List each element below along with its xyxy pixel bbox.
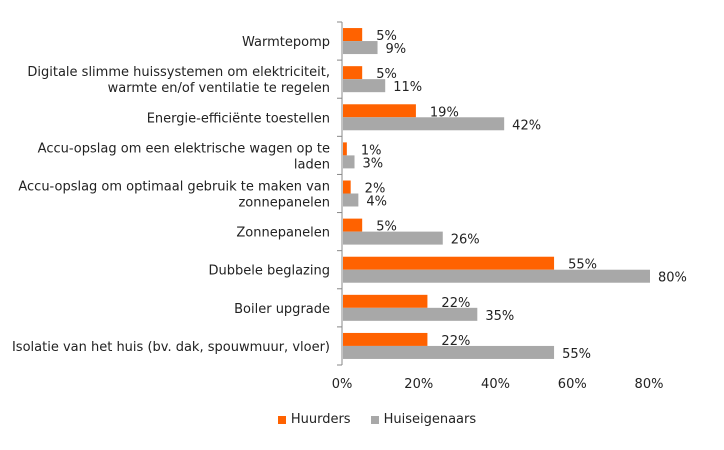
bar-huiseigenaars	[343, 269, 650, 283]
category-label: Accu-opslag om een elektrische wagen op …	[38, 141, 330, 172]
data-label: 1%	[361, 143, 382, 158]
legend: Huurders Huiseigenaars	[0, 412, 724, 427]
category-label: Warmtepomp	[242, 35, 330, 50]
data-label: 4%	[366, 195, 387, 210]
category-label: Dubbele beglazing	[208, 264, 330, 279]
bar-huiseigenaars	[343, 231, 443, 245]
legend-label-huurders: Huurders	[290, 412, 351, 427]
bar-huurders	[343, 218, 363, 232]
category-label: Accu-opslag om optimaal gebruik te maken…	[18, 180, 330, 211]
category-label: Digitale slimme huissystemen om elektric…	[27, 65, 330, 96]
data-label: 55%	[562, 347, 591, 362]
data-label: 5%	[376, 67, 397, 82]
bar-huurders	[343, 66, 363, 80]
bar-huiseigenaars	[343, 117, 505, 131]
bar-huurders	[343, 180, 351, 194]
category-label: Energie-efficiënte toestellen	[147, 111, 330, 126]
legend-swatch-huiseigenaars	[370, 415, 379, 424]
bar-huurders	[343, 332, 428, 346]
bar-huiseigenaars	[343, 307, 478, 321]
bar-huiseigenaars	[343, 79, 386, 93]
bar-huiseigenaars	[343, 155, 355, 169]
data-label: 3%	[363, 156, 384, 171]
x-tick-label: 40%	[481, 377, 510, 392]
legend-item-huiseigenaars: Huiseigenaars	[370, 412, 477, 427]
bar-huiseigenaars	[343, 41, 378, 55]
bar-huurders	[343, 294, 428, 308]
category-label: Isolatie van het huis (bv. dak, spouwmuu…	[12, 340, 330, 355]
data-label: 26%	[451, 233, 480, 248]
x-tick-label: 80%	[635, 377, 664, 392]
data-label: 2%	[365, 182, 386, 197]
bar-huurders	[343, 256, 555, 270]
x-tick-label: 20%	[404, 377, 433, 392]
data-label: 42%	[512, 118, 541, 133]
category-label: Zonnepanelen	[236, 226, 330, 241]
legend-item-huurders: Huurders	[277, 412, 351, 427]
x-tick-label: 60%	[558, 377, 587, 392]
data-label: 19%	[430, 105, 459, 120]
legend-label-huiseigenaars: Huiseigenaars	[383, 412, 477, 427]
data-label: 5%	[376, 29, 397, 44]
data-label: 11%	[393, 80, 422, 95]
data-label: 22%	[441, 296, 470, 311]
bar-huurders	[343, 104, 416, 118]
legend-swatch-huurders	[277, 415, 286, 424]
data-label: 80%	[658, 271, 687, 286]
data-label: 5%	[376, 220, 397, 235]
bar-huurders	[343, 28, 363, 42]
data-label: 22%	[441, 334, 470, 349]
bar-huiseigenaars	[343, 193, 359, 207]
data-label: 9%	[386, 42, 407, 57]
category-label: Boiler upgrade	[234, 302, 330, 317]
data-label: 35%	[485, 309, 514, 324]
x-tick-label: 0%	[332, 377, 353, 392]
bar-huurders	[343, 142, 347, 156]
bar-huiseigenaars	[343, 345, 555, 359]
data-label: 55%	[568, 258, 597, 273]
